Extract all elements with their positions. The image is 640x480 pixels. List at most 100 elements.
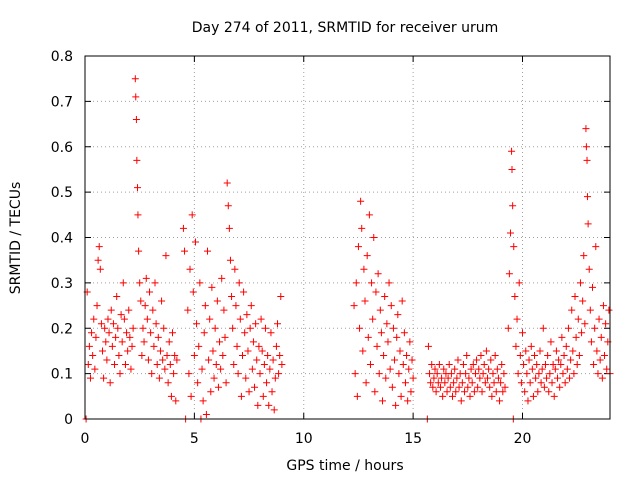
data-point bbox=[127, 365, 135, 373]
data-point bbox=[543, 374, 551, 382]
data-point bbox=[209, 347, 217, 355]
data-point bbox=[86, 374, 94, 382]
data-point bbox=[523, 370, 531, 378]
data-point bbox=[100, 374, 108, 382]
data-point bbox=[95, 243, 103, 251]
data-point bbox=[508, 147, 516, 155]
data-point bbox=[94, 256, 102, 264]
x-tick-label: 20 bbox=[514, 431, 532, 447]
data-point bbox=[357, 197, 365, 205]
data-point bbox=[590, 361, 598, 369]
data-point bbox=[101, 324, 109, 332]
data-point bbox=[550, 392, 558, 400]
data-point bbox=[376, 306, 384, 314]
data-point bbox=[114, 324, 122, 332]
data-point bbox=[111, 361, 119, 369]
y-tick-label: 0.4 bbox=[51, 231, 73, 247]
data-point bbox=[159, 356, 167, 364]
data-point bbox=[430, 374, 438, 382]
data-point bbox=[198, 365, 206, 373]
plot-frame bbox=[84, 55, 611, 420]
data-point bbox=[129, 324, 137, 332]
data-point bbox=[517, 379, 525, 387]
data-point bbox=[232, 302, 240, 310]
data-point bbox=[548, 379, 556, 387]
data-point bbox=[546, 370, 554, 378]
data-point bbox=[383, 320, 391, 328]
data-point bbox=[514, 370, 522, 378]
data-point bbox=[158, 297, 166, 305]
data-point bbox=[136, 279, 144, 287]
data-point bbox=[173, 356, 181, 364]
y-tick-label: 0 bbox=[64, 412, 73, 428]
data-point bbox=[350, 302, 358, 310]
data-point bbox=[579, 297, 587, 305]
data-point bbox=[170, 370, 178, 378]
data-point bbox=[146, 288, 154, 296]
data-point bbox=[536, 347, 544, 355]
data-point bbox=[557, 361, 565, 369]
data-point bbox=[264, 351, 272, 359]
data-point bbox=[248, 365, 256, 373]
data-point bbox=[184, 306, 192, 314]
data-point bbox=[223, 179, 231, 187]
data-point bbox=[234, 370, 242, 378]
data-point bbox=[365, 211, 373, 219]
data-point bbox=[380, 351, 388, 359]
data-point bbox=[252, 320, 260, 328]
data-point bbox=[526, 379, 534, 387]
data-point bbox=[602, 320, 610, 328]
data-point bbox=[496, 397, 504, 405]
data-point bbox=[247, 302, 255, 310]
data-point bbox=[467, 365, 475, 373]
data-point bbox=[394, 311, 402, 319]
data-point bbox=[580, 252, 588, 260]
data-point bbox=[481, 379, 489, 387]
data-point bbox=[204, 247, 211, 255]
data-point bbox=[527, 342, 535, 350]
data-point bbox=[388, 383, 396, 391]
data-point bbox=[409, 374, 417, 382]
data-point bbox=[193, 320, 201, 328]
data-point bbox=[426, 370, 434, 378]
data-point bbox=[532, 374, 540, 382]
data-point bbox=[274, 320, 281, 328]
data-point bbox=[586, 306, 594, 314]
data-point bbox=[131, 75, 139, 83]
data-point bbox=[498, 361, 506, 369]
data-point bbox=[361, 297, 369, 305]
data-point bbox=[500, 370, 508, 378]
grid-lines bbox=[85, 56, 610, 419]
data-point bbox=[387, 302, 395, 310]
data-point bbox=[115, 351, 123, 359]
x-tick-label: 0 bbox=[81, 431, 90, 447]
data-point bbox=[480, 361, 488, 369]
data-point bbox=[97, 320, 105, 328]
data-point bbox=[476, 374, 484, 382]
data-point bbox=[465, 374, 473, 382]
data-point bbox=[436, 383, 444, 391]
data-point bbox=[233, 342, 241, 350]
data-point bbox=[581, 320, 589, 328]
data-point bbox=[267, 329, 275, 337]
data-point bbox=[397, 392, 405, 400]
data-point bbox=[169, 329, 176, 337]
data-point bbox=[373, 342, 381, 350]
data-point bbox=[377, 329, 385, 337]
data-point bbox=[201, 302, 209, 310]
data-point bbox=[398, 297, 406, 305]
data-point bbox=[463, 351, 471, 359]
data-point bbox=[598, 374, 606, 382]
data-point bbox=[185, 370, 193, 378]
data-point bbox=[578, 329, 586, 337]
x-tick-labels: 0 5 10 15 20 bbox=[81, 431, 532, 447]
data-point bbox=[126, 333, 134, 341]
data-point bbox=[504, 324, 512, 332]
data-point bbox=[124, 347, 132, 355]
data-point bbox=[551, 365, 559, 373]
data-point bbox=[143, 315, 151, 323]
data-point bbox=[539, 324, 547, 332]
data-point bbox=[256, 370, 264, 378]
data-point bbox=[429, 383, 437, 391]
data-point bbox=[128, 342, 136, 350]
